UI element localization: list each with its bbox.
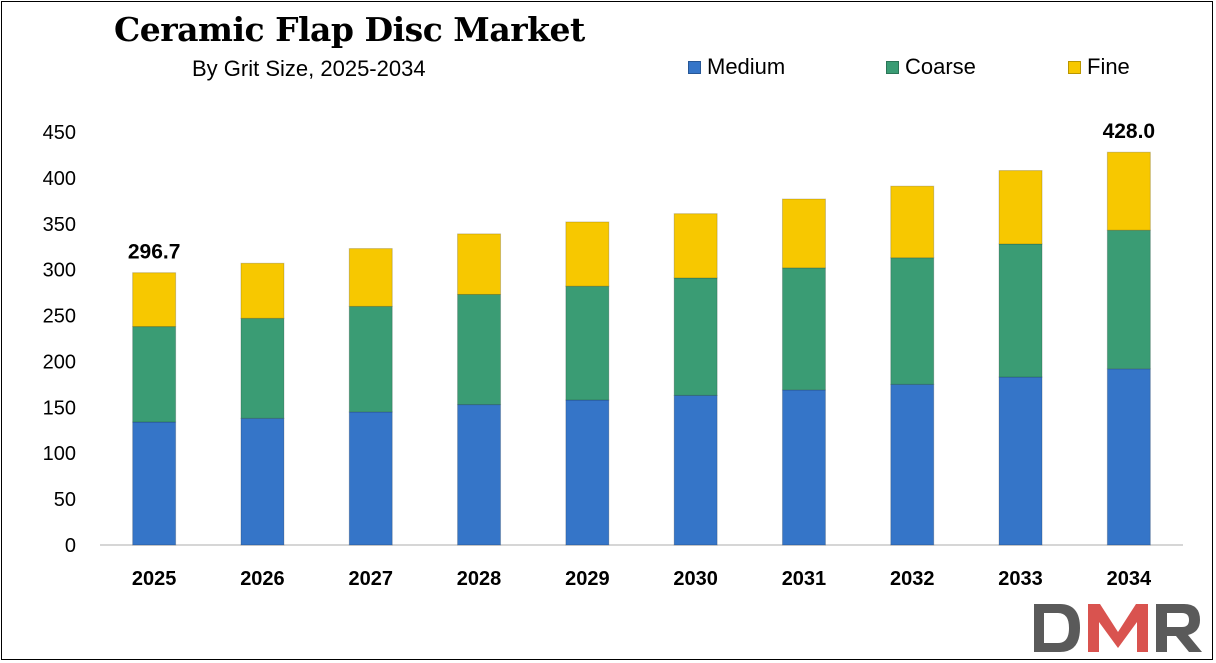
- bar-fine-2034: [1106, 151, 1151, 231]
- bar-coarse-2026: [240, 317, 285, 419]
- bar-medium-2031: [781, 389, 826, 546]
- bar-fine-2028: [457, 233, 502, 295]
- y-tick-label: 400: [43, 168, 76, 190]
- y-tick-label: 150: [43, 397, 76, 419]
- bar-coarse-2025: [132, 326, 177, 423]
- y-tick-label: 450: [43, 122, 76, 144]
- legend-swatch-fine: [1068, 60, 1081, 74]
- y-tick-label: 100: [43, 443, 76, 465]
- x-tick-label: 2025: [132, 568, 177, 590]
- bar-coarse-2034: [1106, 229, 1151, 370]
- bar-medium-2028: [457, 404, 502, 546]
- legend-item-medium: Medium: [688, 54, 785, 80]
- x-tick-label: 2026: [240, 568, 285, 590]
- bar-coarse-2028: [457, 293, 502, 406]
- legend-label-medium: Medium: [707, 54, 786, 79]
- bar-medium-2025: [132, 421, 177, 546]
- bar-medium-2034: [1106, 368, 1151, 546]
- bar-fine-2027: [348, 248, 393, 307]
- x-tick-label: 2031: [782, 568, 827, 590]
- legend-label-coarse: Coarse: [905, 54, 976, 79]
- bar-fine-2033: [998, 170, 1043, 245]
- bar-medium-2026: [240, 417, 285, 546]
- bar-fine-2032: [890, 185, 935, 259]
- data-label-2034: 428.0: [1103, 120, 1156, 143]
- legend-swatch-medium: [688, 60, 701, 74]
- bar-coarse-2030: [673, 277, 718, 396]
- legend-item-fine: Fine: [1068, 54, 1130, 80]
- y-tick-label: 200: [43, 351, 76, 373]
- data-label-2025: 296.7: [128, 241, 181, 264]
- chart-subtitle: By Grit Size, 2025-2034: [192, 56, 426, 81]
- bar-coarse-2027: [348, 305, 393, 413]
- x-tick-label: 2033: [998, 568, 1043, 590]
- legend-item-coarse: Coarse: [886, 54, 976, 80]
- y-tick-label: 50: [54, 489, 76, 511]
- bar-fine-2031: [781, 198, 826, 269]
- bar-fine-2029: [565, 221, 610, 287]
- y-tick-label: 0: [65, 535, 76, 557]
- legend: Medium Coarse Fine: [0, 54, 1216, 86]
- bar-coarse-2031: [781, 267, 826, 391]
- x-tick-label: 2034: [1107, 568, 1152, 590]
- y-tick-label: 350: [43, 214, 76, 236]
- bar-medium-2032: [890, 383, 935, 546]
- bar-medium-2029: [565, 399, 610, 546]
- dmr-logo: [1034, 604, 1202, 652]
- bar-medium-2030: [673, 394, 718, 546]
- x-tick-label: 2027: [349, 568, 394, 590]
- y-tick-label: 300: [43, 260, 76, 282]
- y-tick-label: 250: [43, 306, 76, 328]
- legend-swatch-coarse: [886, 60, 899, 74]
- bar-medium-2027: [348, 411, 393, 546]
- x-tick-label: 2032: [890, 568, 935, 590]
- bar-coarse-2033: [998, 243, 1043, 378]
- chart-title: Ceramic Flap Disc Market: [114, 10, 585, 49]
- bar-medium-2033: [998, 376, 1043, 546]
- x-tick-label: 2029: [565, 568, 610, 590]
- bar-fine-2025: [132, 272, 177, 328]
- legend-label-fine: Fine: [1087, 54, 1130, 79]
- x-tick-label: 2030: [673, 568, 718, 590]
- bar-fine-2026: [240, 262, 285, 319]
- bar-coarse-2029: [565, 285, 610, 401]
- x-tick-label: 2028: [457, 568, 502, 590]
- bar-coarse-2032: [890, 257, 935, 385]
- bar-fine-2030: [673, 213, 718, 279]
